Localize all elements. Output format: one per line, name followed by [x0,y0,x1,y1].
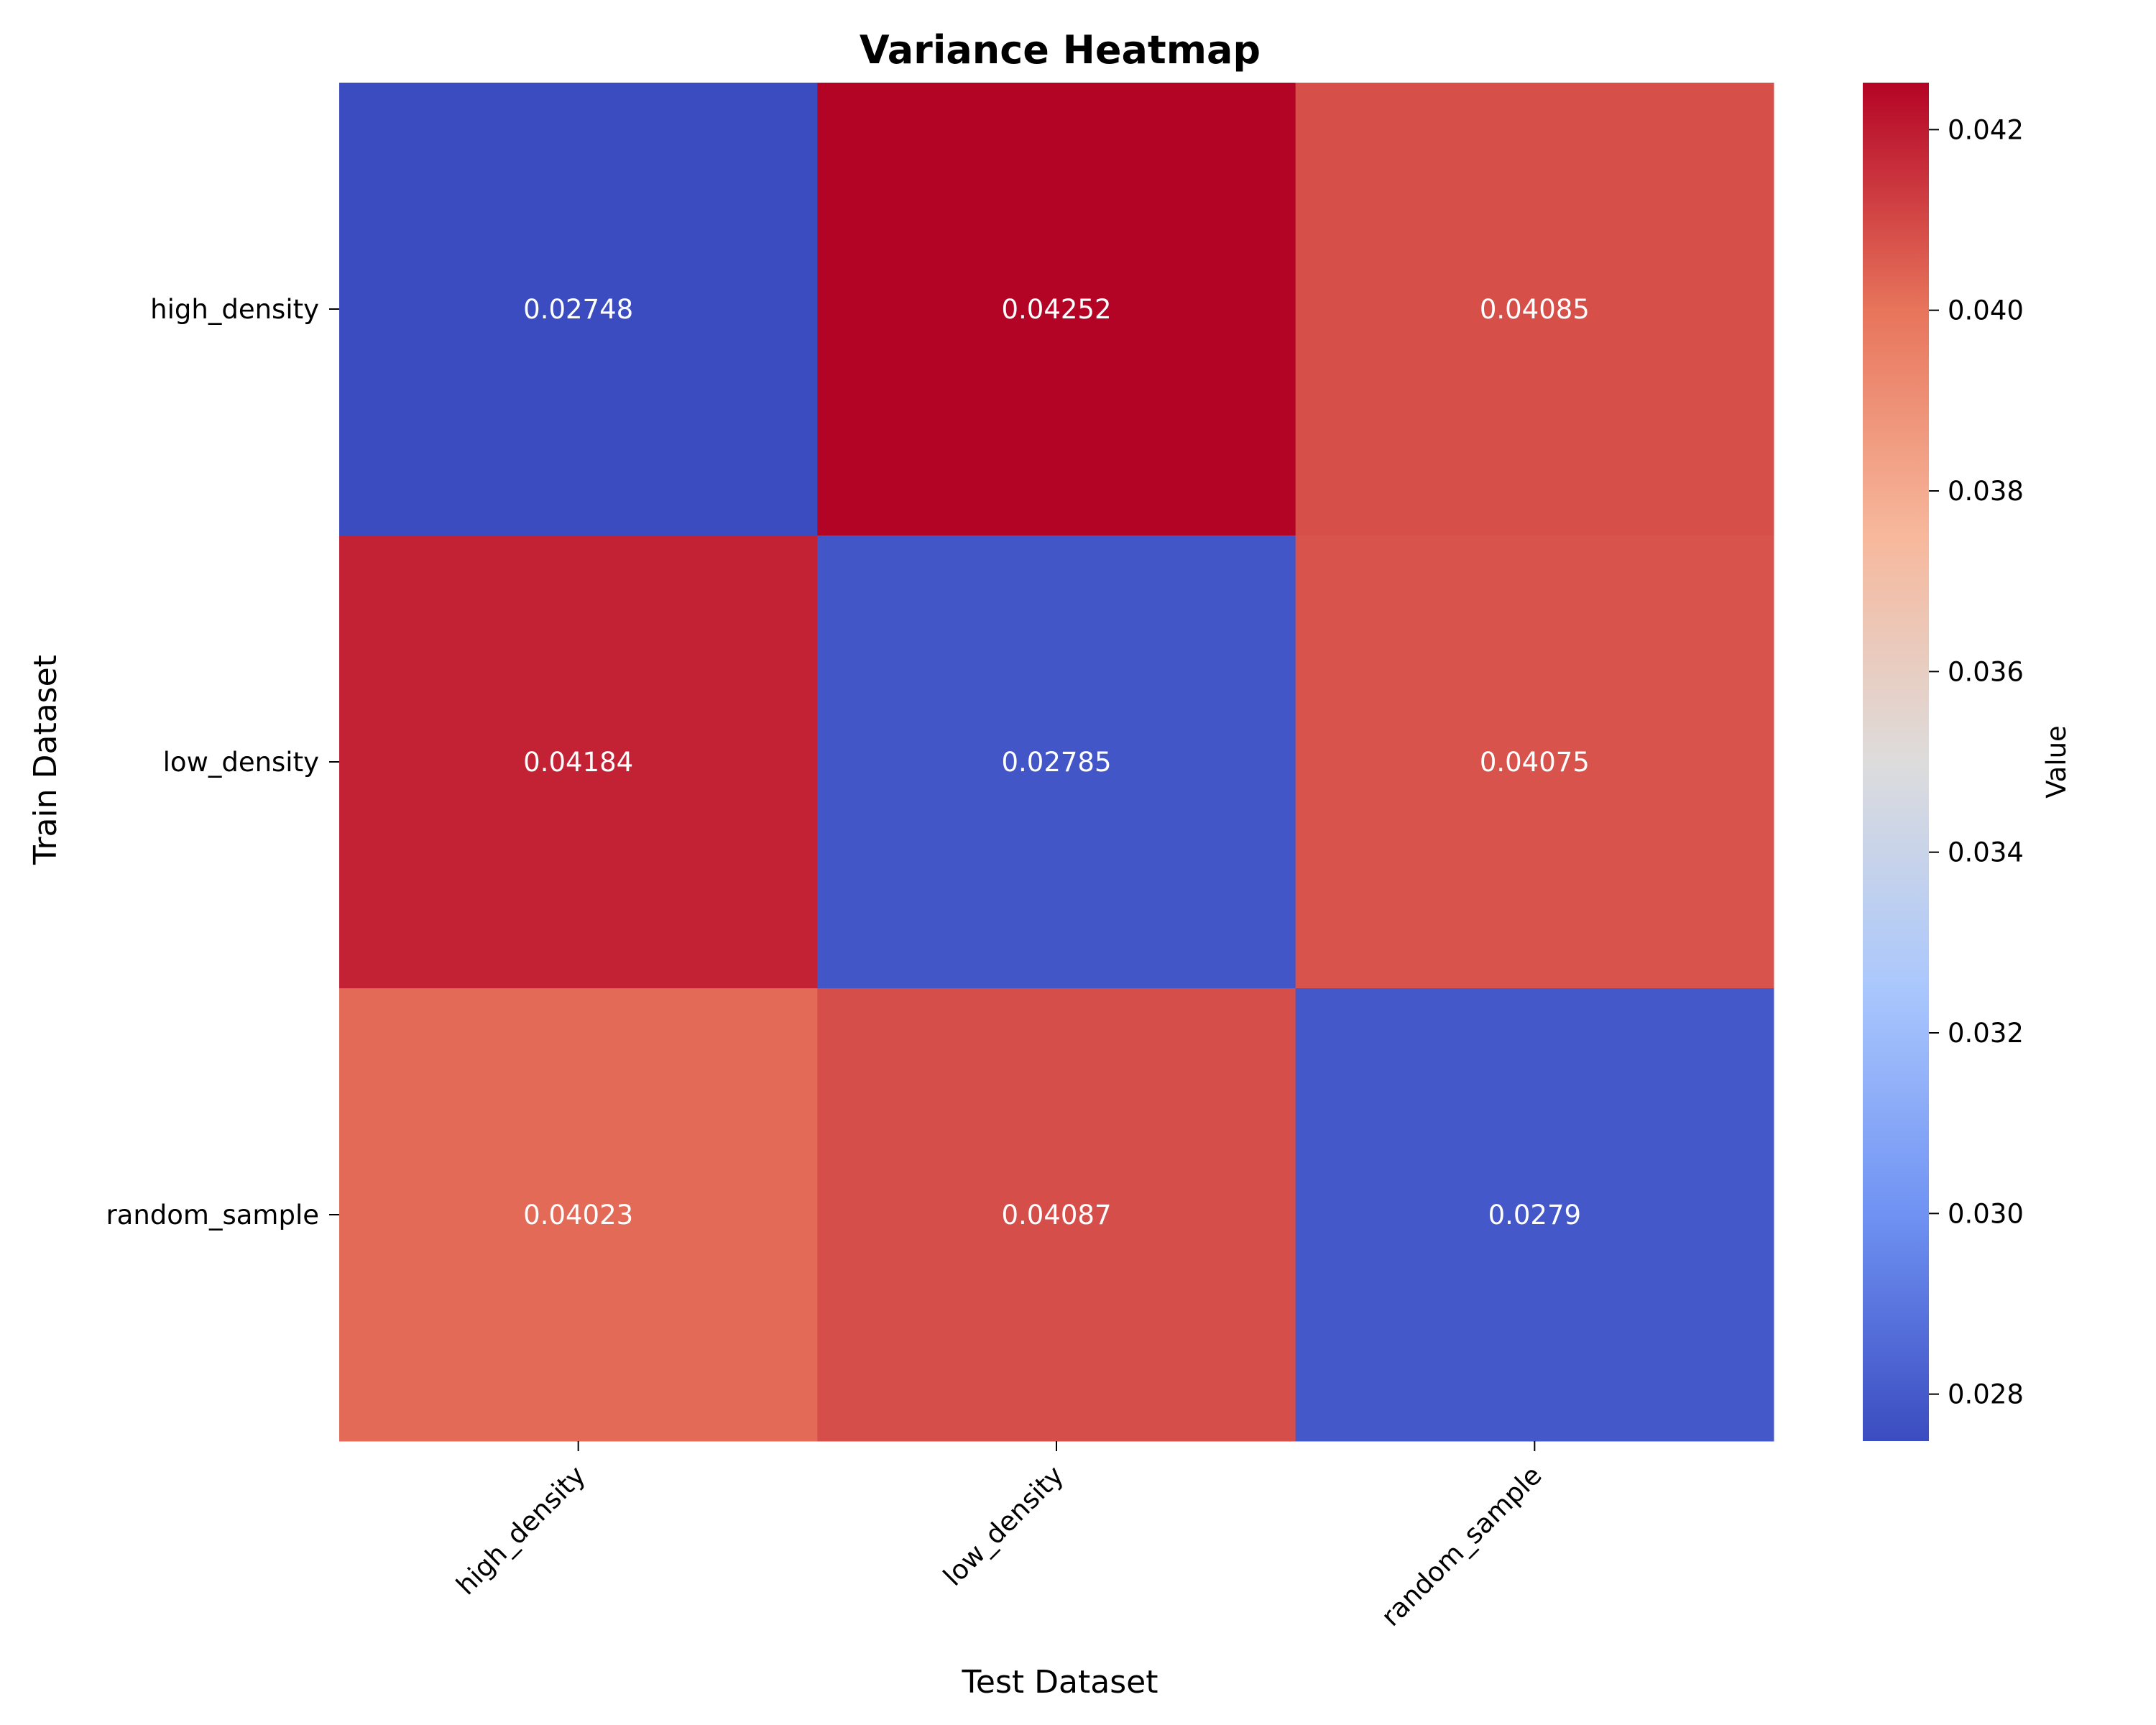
colorbar-tick-label: 0.034 [1948,837,2024,868]
heatmap-cell [339,988,818,1442]
heatmap-cell [339,535,818,989]
colorbar-tick-label: 0.040 [1948,295,2024,326]
x-tick-label: high_density [451,1460,591,1601]
heatmap-cell [339,83,818,536]
x-tick-label: random_sample [1376,1460,1548,1632]
heatmap-cell [1295,535,1774,989]
heatmap-cell [817,535,1296,989]
y-axis-label: Train Dataset [27,655,64,865]
heatmap-cells: 0.02748 0.04252 0.04085 0.04184 0.02785 0.040… [339,83,1774,1442]
colorbar: 0.028 0.030 0.032 0.034 0.036 0.038 0.040 0.042… [1863,83,2072,1441]
colorbar-tick-label: 0.036 [1948,656,2024,687]
x-axis-ticks: high_density low_density random_sample [451,1441,1548,1632]
y-axis-ticks: high_density low_density random_sample [106,294,339,1230]
cell-value-label: 0.04085 [1480,294,1590,325]
y-tick-label: low_density [163,747,319,778]
cell-value-label: 0.04023 [523,1200,633,1230]
cell-value-label: 0.04252 [1001,294,1111,325]
heatmap-cell [817,83,1296,536]
colorbar-label: Value [2041,725,2072,799]
colorbar-tick-label: 0.032 [1948,1018,2024,1049]
colorbar-tick-label: 0.042 [1948,114,2024,145]
cell-value-label: 0.0279 [1488,1200,1581,1230]
colorbar-tick-label: 0.038 [1948,476,2024,507]
cell-value-label: 0.02785 [1001,747,1111,778]
x-axis-label: Test Dataset [962,1664,1158,1701]
heatmap-cell [817,988,1296,1442]
x-tick-label: low_density [937,1460,1069,1592]
y-tick-label: random_sample [106,1200,319,1230]
heatmap-cell [1295,988,1774,1442]
heatmap-cell [1295,83,1774,536]
cell-value-label: 0.04184 [523,747,633,778]
colorbar-tick-label: 0.028 [1948,1379,2024,1410]
chart-title: Variance Heatmap [860,27,1261,73]
cell-value-label: 0.04087 [1001,1200,1111,1230]
colorbar-tick-label: 0.030 [1948,1198,2024,1229]
colorbar-gradient-bar [1863,83,1929,1441]
y-tick-label: high_density [150,294,319,325]
cell-value-label: 0.04075 [1480,747,1590,778]
cell-value-label: 0.02748 [523,294,633,325]
